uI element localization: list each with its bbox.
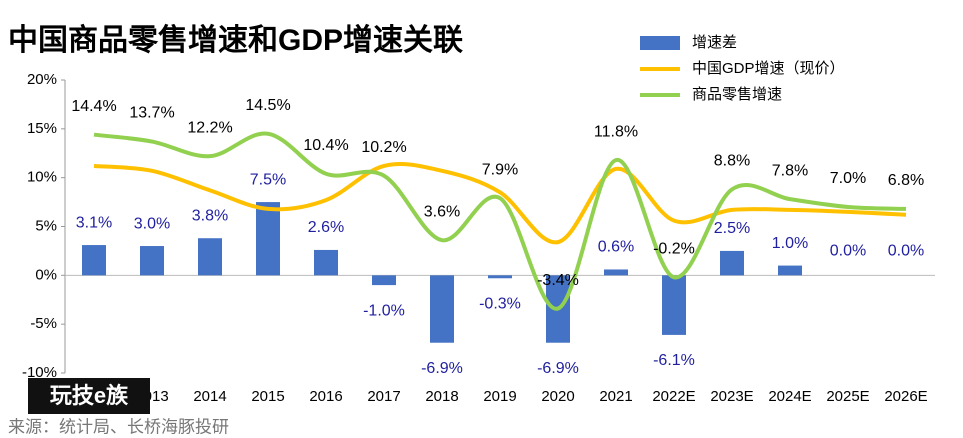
bar xyxy=(604,269,628,276)
data-label: -6.9% xyxy=(421,360,463,377)
data-label: 7.0% xyxy=(830,170,866,187)
data-label: -6.1% xyxy=(653,352,695,369)
y-tick-label: 5% xyxy=(35,217,57,234)
x-tick-label: 2026E xyxy=(884,388,927,405)
data-label: -6.9% xyxy=(537,360,579,377)
y-tick-label: 10% xyxy=(27,169,57,186)
data-label: 3.1% xyxy=(76,214,112,231)
bar xyxy=(662,275,686,335)
watermark-box xyxy=(28,378,150,414)
data-label: -1.0% xyxy=(363,302,405,319)
data-label: 0.0% xyxy=(888,243,924,260)
data-label: 7.8% xyxy=(772,162,808,179)
watermark: 玩技e族 xyxy=(50,383,129,408)
line xyxy=(93,162,907,245)
data-label: 0.0% xyxy=(830,243,866,260)
x-tick-label: 2022E xyxy=(652,388,695,405)
x-tick-label: 2021 xyxy=(599,388,632,405)
source: 来源：统计局、长桥海豚投研 xyxy=(8,417,229,436)
data-label: 2.6% xyxy=(308,219,344,236)
x-tick-label: 2023E xyxy=(710,388,753,405)
data-label: 0.6% xyxy=(598,239,634,256)
x-tick-label: 2024E xyxy=(768,388,811,405)
legend-label: 增速差 xyxy=(692,34,737,51)
bar xyxy=(314,249,338,276)
legend-label: 商品零售增速 xyxy=(692,86,782,103)
x-tick-label: 2019 xyxy=(483,388,516,405)
y-tick-label: -10% xyxy=(22,364,57,381)
bar xyxy=(372,275,396,286)
x-tick-label: 2015 xyxy=(251,388,284,405)
x-tick-label: 2018 xyxy=(425,388,458,405)
bar xyxy=(488,275,512,279)
legend-label: 中国GDP增速（现价） xyxy=(692,60,845,77)
y-tick-label: 20% xyxy=(27,71,57,88)
x-tick-label: 2020 xyxy=(541,388,574,405)
data-label: 2.5% xyxy=(714,220,750,237)
data-label: 10.2% xyxy=(361,139,406,156)
x-tick-label: 2016 xyxy=(309,388,342,405)
x-tick-label: 2025E xyxy=(826,388,869,405)
data-label: 3.8% xyxy=(192,207,228,224)
data-label: -0.2% xyxy=(653,241,695,258)
data-label: 12.2% xyxy=(187,119,232,136)
bar xyxy=(430,275,454,343)
bar xyxy=(778,265,802,276)
y-tick-label: -5% xyxy=(30,315,57,332)
y-tick-label: 0% xyxy=(35,266,57,283)
x-tick-label: 2017 xyxy=(367,388,400,405)
bar xyxy=(198,238,222,276)
data-label: 6.8% xyxy=(888,172,924,189)
bar xyxy=(140,246,164,276)
bar xyxy=(256,202,280,276)
bar xyxy=(720,250,744,276)
data-label: 7.5% xyxy=(250,171,286,188)
data-label: 1.0% xyxy=(772,235,808,252)
data-label: -0.3% xyxy=(479,295,521,312)
x-tick-label: 2014 xyxy=(193,388,226,405)
y-tick-label: 15% xyxy=(27,120,57,137)
line xyxy=(93,131,907,311)
legend-swatch xyxy=(640,36,680,50)
data-label: -3.4% xyxy=(537,272,579,289)
data-label: 11.8% xyxy=(594,123,638,140)
data-label: 8.8% xyxy=(714,153,750,170)
data-label: 14.5% xyxy=(245,97,290,114)
data-label: 3.6% xyxy=(424,203,460,220)
bar xyxy=(82,245,106,276)
data-label: 13.7% xyxy=(129,105,174,122)
data-label: 14.4% xyxy=(71,98,116,115)
data-label: 10.4% xyxy=(303,137,348,154)
data-label: 3.0% xyxy=(134,215,170,232)
chart-title: 中国商品零售增速和GDP增速关联 xyxy=(8,24,463,57)
data-label: 7.9% xyxy=(482,161,518,178)
